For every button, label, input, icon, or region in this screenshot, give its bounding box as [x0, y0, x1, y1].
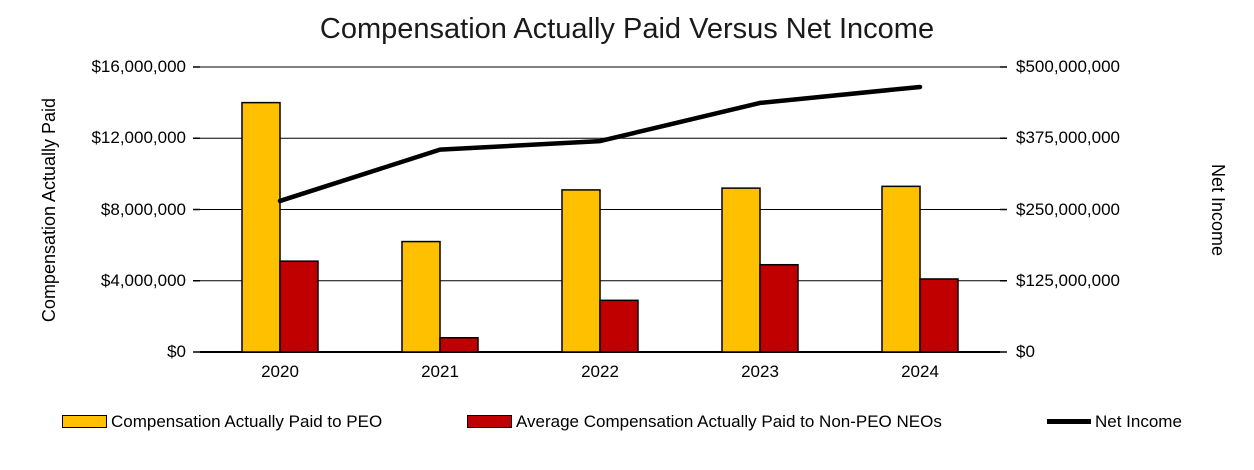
- right-axis-tick-label: $500,000,000: [1016, 57, 1120, 76]
- net-income-line: [277, 84, 923, 204]
- x-axis-label: 2024: [901, 362, 939, 381]
- legend-swatch-net-income-line: [1047, 419, 1091, 424]
- right-axis-tick-label: $125,000,000: [1016, 271, 1120, 290]
- legend-swatch-peo-bar: [62, 415, 107, 428]
- peo-bar-2021: [401, 240, 441, 353]
- legend-label-peo: Compensation Actually Paid to PEO: [111, 412, 383, 431]
- x-axis-label: 2021: [421, 362, 459, 381]
- right-axis-title: Net Income: [1208, 163, 1228, 257]
- right-axis-tick-label: $250,000,000: [1016, 200, 1120, 219]
- legend-item-non-peo: Average Compensation Actually Paid to No…: [467, 411, 942, 432]
- peo-bar-2020: [241, 101, 281, 353]
- legend-label-net-income: Net Income: [1095, 412, 1182, 431]
- peo-bar-2022: [561, 189, 601, 353]
- peo-bar-2024: [881, 185, 921, 353]
- right-axis-tick-label: $0: [1016, 342, 1035, 361]
- left-axis-tick-label: $12,000,000: [91, 128, 186, 147]
- legend-item-peo: Compensation Actually Paid to PEO: [62, 411, 382, 432]
- x-axis-label: 2020: [261, 362, 299, 381]
- non-peo-bar-2023: [759, 263, 799, 353]
- legend-label-non-peo: Average Compensation Actually Paid to No…: [516, 412, 942, 431]
- legend-swatch-non-peo-bar: [467, 415, 512, 428]
- left-axis-tick-label: $4,000,000: [100, 271, 186, 290]
- chart-title: Compensation Actually Paid Versus Net In…: [319, 13, 935, 45]
- legend-item-net-income: Net Income: [1047, 411, 1182, 432]
- non-peo-bar-2021: [439, 337, 479, 353]
- x-axis-label: 2023: [741, 362, 779, 381]
- x-axis-label: 2022: [581, 362, 619, 381]
- right-axis-tick-label: $375,000,000: [1016, 128, 1120, 147]
- left-axis-title: Compensation Actually Paid: [39, 97, 59, 323]
- left-axis-tick-label: $16,000,000: [91, 57, 186, 76]
- non-peo-bar-2022: [599, 299, 639, 353]
- non-peo-bar-2024: [919, 278, 959, 353]
- left-axis-tick-label: $8,000,000: [100, 200, 186, 219]
- non-peo-bar-2020: [279, 260, 319, 353]
- peo-bar-2023: [721, 187, 761, 353]
- left-axis-tick-label: $0: [167, 342, 186, 361]
